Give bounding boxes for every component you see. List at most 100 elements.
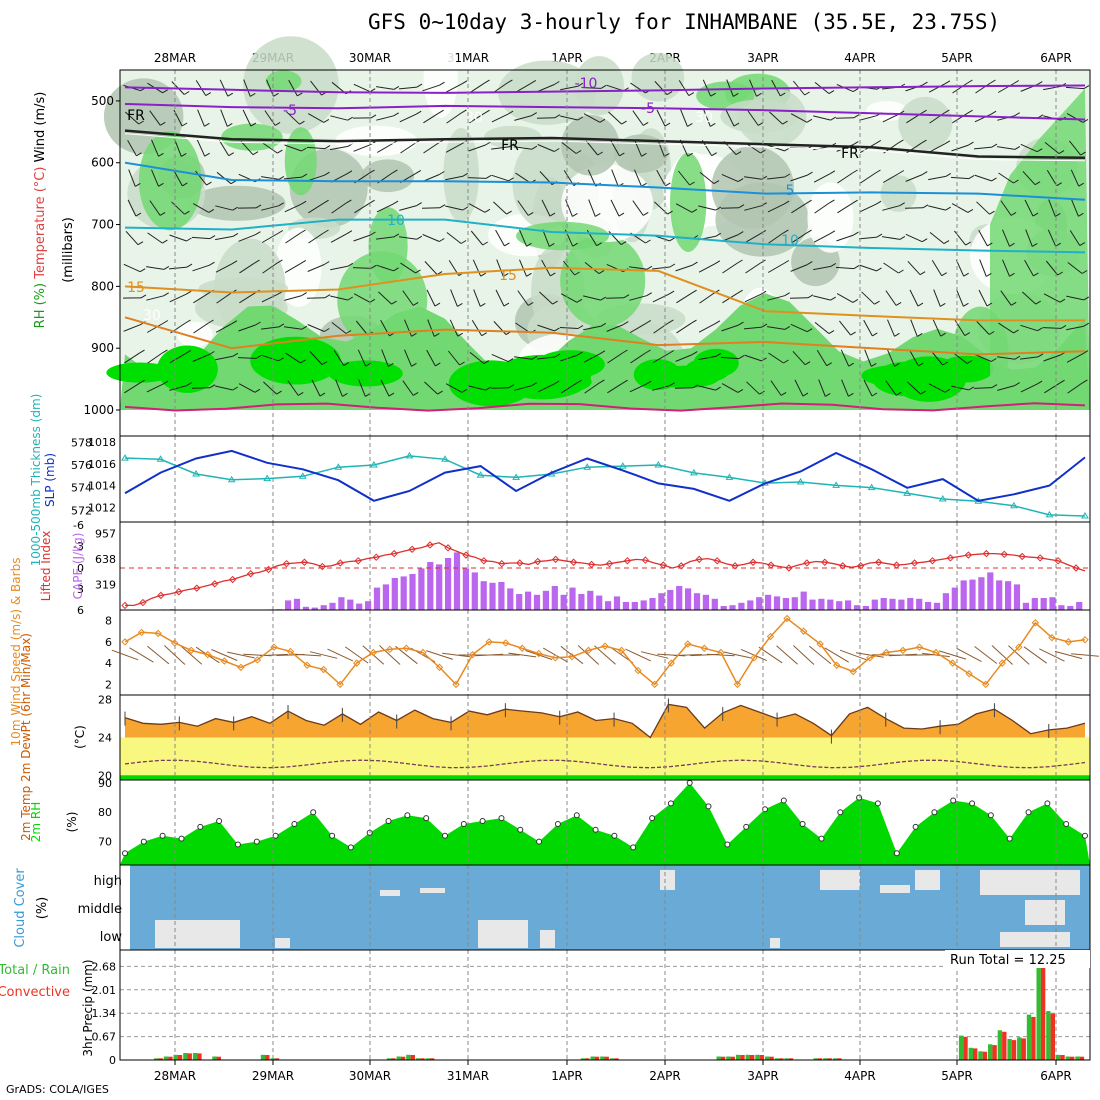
wind-barb-flag [572,242,578,247]
wind-barb-flag [597,151,603,156]
wind-barb [790,113,808,123]
isotherm-label: -5 [283,103,297,119]
wind-barb-flag [622,349,628,354]
wind-barb-flag [158,152,164,157]
rh2m-marker [216,818,223,824]
lifted-index-marker [444,544,452,552]
wind-barb-flag [232,386,239,391]
wind-barb-flag [507,110,514,115]
wind10m-marker [353,659,361,667]
wind-barb-flag [692,261,698,266]
wind-barb-flag [1013,80,1020,84]
wind-barb [331,322,347,334]
wind-barb-flag [991,358,997,362]
lifted-index-marker [856,562,865,570]
wind-barb-flag [737,388,744,393]
wind-barb [1066,295,1084,301]
wind10m-marker [286,647,295,656]
wind10m-marker [799,627,808,635]
wind-barb [517,290,529,306]
rh2m-marker [253,838,260,845]
wind-barb-flag [297,92,303,97]
x-tick-label-bottom: 1APR [551,1069,582,1083]
cape-bar [1040,598,1047,610]
wind-barb [284,144,302,152]
rh-contour [423,38,458,118]
rh2m-marker [272,832,279,839]
precip-total-bar [968,1047,973,1060]
precip-total-bar [1046,1011,1051,1060]
wind10m-marker [204,650,212,659]
isotherm-label: 15 [499,268,517,284]
wind-barb [467,177,487,179]
wind-barb-flag [343,362,350,367]
precip-convective-bar [982,1051,988,1060]
thickness-marker [1081,512,1089,519]
wind-barb-flag [710,122,716,127]
wind-barb [978,229,988,247]
precip-total-bar [1007,1039,1012,1060]
wind-barb [536,117,556,119]
wind-barb-flag [482,241,488,246]
wind10m-marker [766,632,775,641]
wind-barb [491,113,509,123]
wind-barb [468,144,486,152]
wind-barb-flag [943,240,950,245]
precip-convective-bar [430,1058,435,1060]
precip-convective-bar [1011,1040,1017,1060]
cape-tick-label: 638 [95,553,116,566]
rh-contour [711,146,795,229]
wind10m-marker [568,653,576,661]
wind-barb [584,382,600,394]
wind-barb-flag [921,139,927,144]
wind-barb [191,236,211,240]
wind-barb [952,82,968,94]
thickness-marker [867,483,876,491]
wind-barb-flag [412,301,419,306]
wind10m-marker [1031,619,1040,627]
wind-barb [978,289,988,307]
precip-total-bar [173,1054,178,1060]
wind-barb-flag [965,241,971,246]
wind-barb-flag [1056,182,1062,187]
rh2m-marker [611,832,618,839]
wind-barb [634,169,642,187]
temp2m-tick-label: 20 [98,769,112,782]
wind10m-barb [625,648,652,662]
wind-barb-flag [1060,324,1067,329]
wind-barb [858,236,878,240]
cape-bar [729,605,736,610]
wind10m-marker [187,646,195,655]
cape-bar [836,601,843,610]
wind-barb-flag [139,379,145,384]
wind-barb-flag [393,85,400,90]
cloud-clear-area [478,920,528,948]
wind-barb-flag [232,352,239,357]
precip-convective-bar [1060,1055,1065,1060]
temp2m-yunit: (°C) [73,725,87,749]
wind-barb [284,326,302,330]
wind-barb-flag [784,147,790,152]
precip-total-bar [386,1058,392,1060]
wind-barb [537,324,555,332]
temp2m-tick-label: 24 [98,732,112,745]
wind-barb [542,229,550,247]
precip-total-bar [163,1056,169,1060]
slp-tick-label: 1012 [88,501,116,514]
cape-bar [356,603,363,610]
cape-bar [765,594,772,610]
cape-bar [818,598,825,610]
wind-barb-flag [457,332,463,337]
y-tick-label: 700 [91,218,114,232]
wind-barb-flag [623,294,630,299]
rh2m-marker [423,815,430,822]
wind-barb-flag [761,357,767,362]
thickness-ylabel: 1000-500mb Thickness (dm) [29,394,43,567]
wind-barb [471,320,483,336]
wind-barb [1067,382,1083,394]
wind-barb [744,205,762,211]
precip-frame [119,949,1091,1061]
wind-barb-flag [554,353,561,358]
wind-barb-flag [922,171,928,176]
wind-barb-flag [182,182,188,187]
